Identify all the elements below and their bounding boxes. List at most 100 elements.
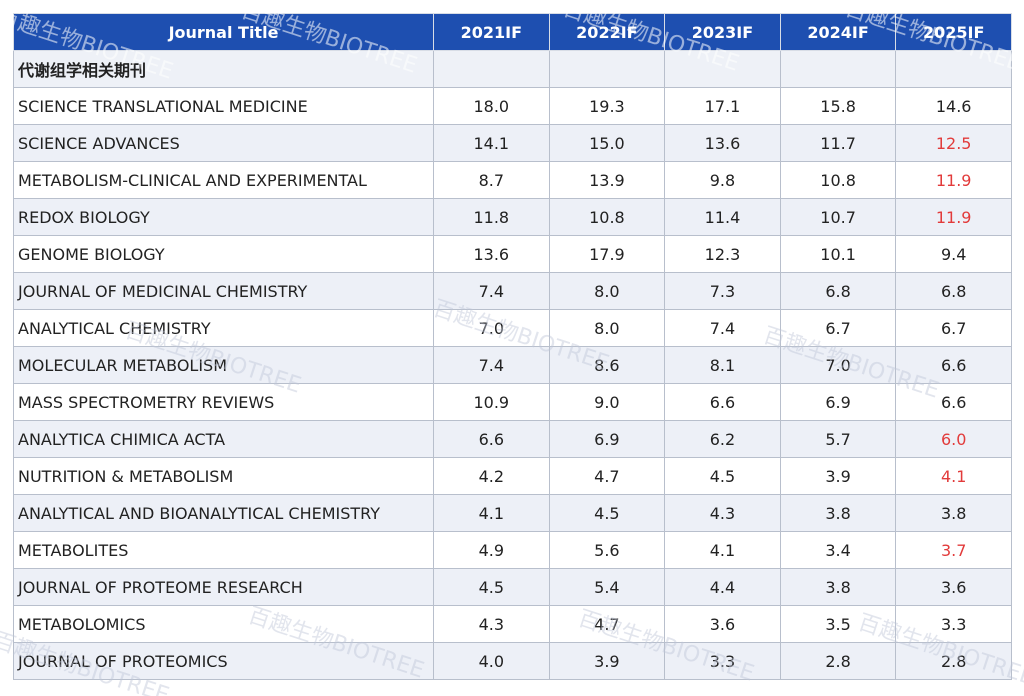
column-header-2025if: 2025IF: [895, 13, 1012, 51]
journal-title-cell: JOURNAL OF PROTEOMICS: [13, 642, 434, 680]
if-value-cell: 3.9: [548, 642, 666, 680]
if-value-cell: 10.8: [779, 161, 897, 199]
table-header-row: Journal Title 2021IF 2022IF 2023IF 2024I…: [13, 13, 1012, 51]
table-row: MOLECULAR METABOLISM 7.4 8.6 8.1 7.0 6.6: [13, 346, 1012, 384]
journal-title-cell: MOLECULAR METABOLISM: [13, 346, 434, 384]
if-value-cell: 7.4: [433, 346, 550, 384]
if-value-cell: 3.8: [779, 568, 897, 606]
if-value-cell: 3.6: [664, 605, 781, 643]
if-value-cell: 19.3: [548, 87, 666, 125]
if-value-cell: 11.9: [895, 198, 1012, 236]
if-value-cell: 10.9: [433, 383, 550, 421]
if-value-cell: 4.3: [664, 494, 781, 532]
if-value-cell: 3.9: [779, 457, 897, 495]
table-row: METABOLITES 4.9 5.6 4.1 3.4 3.7: [13, 531, 1012, 569]
if-value-cell: 6.6: [664, 383, 781, 421]
if-value-cell: 6.6: [895, 346, 1012, 384]
if-value-cell: 4.0: [433, 642, 550, 680]
if-value-cell: 9.0: [548, 383, 666, 421]
if-value-cell: 3.7: [895, 531, 1012, 569]
table-row: NUTRITION & METABOLISM 4.2 4.7 4.5 3.9 4.1: [13, 457, 1012, 495]
if-value-cell: 13.6: [664, 124, 781, 162]
if-value-cell: 15.0: [548, 124, 666, 162]
if-value-cell: 10.1: [779, 235, 897, 273]
impact-factor-table: Journal Title 2021IF 2022IF 2023IF 2024I…: [13, 13, 1012, 680]
if-value-cell: 4.3: [433, 605, 550, 643]
if-value-cell: 18.0: [433, 87, 550, 125]
journal-title-cell: ANALYTICAL AND BIOANALYTICAL CHEMISTRY: [13, 494, 434, 532]
if-value-cell: 3.5: [779, 605, 897, 643]
journal-title-cell: METABOLOMICS: [13, 605, 434, 643]
table-row: ANALYTICAL CHEMISTRY 7.0 8.0 7.4 6.7 6.7: [13, 309, 1012, 347]
table-row: REDOX BIOLOGY 11.8 10.8 11.4 10.7 11.9: [13, 198, 1012, 236]
if-value-cell: 17.1: [664, 87, 781, 125]
if-value-cell: 9.4: [895, 235, 1012, 273]
if-value-cell: 14.6: [895, 87, 1012, 125]
if-value-cell: 3.6: [895, 568, 1012, 606]
table-row: METABOLOMICS 4.3 4.7 3.6 3.5 3.3: [13, 605, 1012, 643]
journal-title-cell: GENOME BIOLOGY: [13, 235, 434, 273]
if-value-cell: 4.7: [548, 605, 666, 643]
if-value-cell: 7.4: [664, 309, 781, 347]
column-header-2023if: 2023IF: [664, 13, 781, 51]
if-value-cell: 14.1: [433, 124, 550, 162]
column-header-journal-title: Journal Title: [13, 13, 434, 51]
table-row: ANALYTICA CHIMICA ACTA 6.6 6.9 6.2 5.7 6.0: [13, 420, 1012, 458]
table-row: MASS SPECTROMETRY REVIEWS 10.9 9.0 6.6 6.9 6.…: [13, 383, 1012, 421]
if-value-cell: 4.9: [433, 531, 550, 569]
if-value-cell: 6.0: [895, 420, 1012, 458]
journal-title-cell: JOURNAL OF MEDICINAL CHEMISTRY: [13, 272, 434, 310]
journal-title-cell: NUTRITION & METABOLISM: [13, 457, 434, 495]
if-value-cell: 3.8: [895, 494, 1012, 532]
if-value-cell: 6.2: [664, 420, 781, 458]
journal-title-cell: SCIENCE TRANSLATIONAL MEDICINE: [13, 87, 434, 125]
if-value-cell: 6.7: [895, 309, 1012, 347]
if-value-cell: 7.3: [664, 272, 781, 310]
if-value-cell: 5.7: [779, 420, 897, 458]
if-value-cell: 9.8: [664, 161, 781, 199]
if-value-cell: 15.8: [779, 87, 897, 125]
journal-title-cell: METABOLISM-CLINICAL AND EXPERIMENTAL: [13, 161, 434, 199]
if-value-cell: 10.8: [548, 198, 666, 236]
journal-title-cell: REDOX BIOLOGY: [13, 198, 434, 236]
journal-title-cell: ANALYTICA CHIMICA ACTA: [13, 420, 434, 458]
if-value-cell: 7.0: [433, 309, 550, 347]
if-value-cell: 5.4: [548, 568, 666, 606]
if-value-cell: 6.6: [433, 420, 550, 458]
if-value-cell: 3.3: [895, 605, 1012, 643]
if-value-cell: 13.9: [548, 161, 666, 199]
table-row: GENOME BIOLOGY 13.6 17.9 12.3 10.1 9.4: [13, 235, 1012, 273]
if-value-cell: 8.1: [664, 346, 781, 384]
if-value-cell: 4.4: [664, 568, 781, 606]
journal-title-cell: JOURNAL OF PROTEOME RESEARCH: [13, 568, 434, 606]
journal-title-cell: ANALYTICAL CHEMISTRY: [13, 309, 434, 347]
if-value-cell: 4.1: [433, 494, 550, 532]
if-value-cell: 6.6: [895, 383, 1012, 421]
if-value-cell: 2.8: [779, 642, 897, 680]
if-value-cell: 8.0: [548, 309, 666, 347]
column-header-2024if: 2024IF: [779, 13, 897, 51]
if-value-cell: 11.7: [779, 124, 897, 162]
column-header-2022if: 2022IF: [548, 13, 666, 51]
if-value-cell: 4.1: [895, 457, 1012, 495]
table-row: METABOLISM-CLINICAL AND EXPERIMENTAL 8.7 1…: [13, 161, 1012, 199]
if-value-cell: 8.6: [548, 346, 666, 384]
if-value-cell: 3.3: [664, 642, 781, 680]
if-value-cell: 11.4: [664, 198, 781, 236]
table-row: SCIENCE ADVANCES 14.1 15.0 13.6 11.7 12.5: [13, 124, 1012, 162]
if-value-cell: 12.3: [664, 235, 781, 273]
if-value-cell: 4.5: [664, 457, 781, 495]
if-value-cell: 8.7: [433, 161, 550, 199]
if-value-cell: 4.7: [548, 457, 666, 495]
if-value-cell: 4.5: [433, 568, 550, 606]
if-value-cell: 8.0: [548, 272, 666, 310]
section-row: 代谢组学相关期刊: [13, 50, 1012, 88]
if-value-cell: 7.0: [779, 346, 897, 384]
if-value-cell: 6.7: [779, 309, 897, 347]
table-row: JOURNAL OF PROTEOME RESEARCH 4.5 5.4 4.4 3.8…: [13, 568, 1012, 606]
if-value-cell: 12.5: [895, 124, 1012, 162]
if-value-cell: 3.4: [779, 531, 897, 569]
if-value-cell: 3.8: [779, 494, 897, 532]
table-row: JOURNAL OF PROTEOMICS 4.0 3.9 3.3 2.8 2.8: [13, 642, 1012, 680]
